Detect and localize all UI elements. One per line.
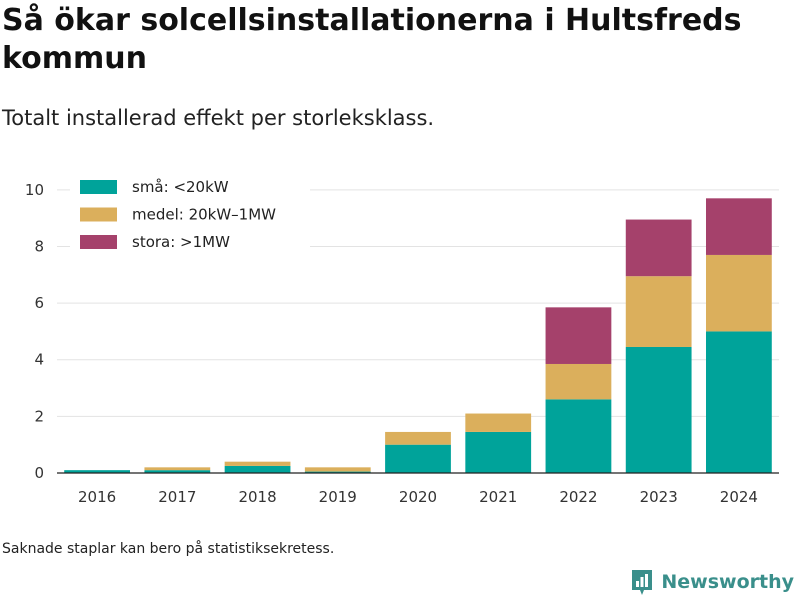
bar-segment-1 (625, 346, 692, 473)
bar-segment-2 (465, 413, 532, 432)
bars (64, 198, 772, 473)
x-tick-label: 2019 (319, 488, 357, 506)
x-tick-label: 2021 (479, 488, 517, 506)
chart-subtitle: Totalt installerad effekt per storlekskl… (2, 106, 435, 130)
bar-segment-1 (64, 470, 131, 473)
chart-title: Så ökar solcellsinstallationerna i Hults… (2, 3, 742, 76)
x-tick-label: 2024 (720, 488, 758, 506)
bar-segment-3 (545, 307, 612, 364)
y-tick-label: 0 (34, 464, 44, 482)
newsworthy-logo-icon (632, 570, 653, 595)
y-tick-label: 2 (34, 407, 44, 425)
x-tick-label: 2022 (559, 488, 597, 506)
bar-segment-1 (545, 399, 612, 473)
brand-name: Newsworthy (661, 571, 794, 593)
bar-segment-1 (385, 444, 451, 473)
bar-segment-1 (304, 471, 371, 473)
brand-logo: Newsworthy (630, 568, 794, 596)
bar-segment-2 (625, 276, 692, 347)
bar-segment-1 (705, 331, 772, 473)
legend-label-1: små: <20kW (132, 178, 229, 196)
legend-swatch-2 (80, 207, 117, 222)
bar-segment-1 (144, 470, 211, 473)
bar-segment-2 (304, 467, 371, 472)
bar-segment-1 (465, 431, 532, 473)
legend-swatch-1 (80, 180, 117, 194)
bar-segment-2 (385, 431, 451, 445)
legend: små: <20kW medel: 20kW–1MW stora: >1MW (70, 174, 310, 254)
y-tick-label: 10 (25, 181, 44, 199)
stacked-bar-chart: 0 2 4 6 8 10 2016 2017 2018 2019 2020 2021 2022 2023 2… (25, 174, 779, 506)
bar-segment-2 (224, 461, 291, 466)
y-tick-label: 4 (34, 351, 44, 369)
legend-swatch-3 (80, 235, 117, 249)
x-tick-label: 2018 (238, 488, 276, 506)
bar-segment-3 (705, 198, 772, 255)
x-tick-label: 2017 (158, 488, 196, 506)
bar-segment-1 (224, 465, 291, 473)
x-tick-label: 2023 (640, 488, 678, 506)
y-tick-label: 8 (34, 237, 44, 255)
legend-label-2: medel: 20kW–1MW (132, 206, 276, 224)
bar-segment-2 (705, 254, 772, 332)
bar-segment-2 (144, 467, 211, 471)
y-tick-label: 6 (34, 294, 44, 312)
bar-segment-2 (545, 363, 612, 400)
bar-segment-3 (625, 219, 692, 277)
x-tick-label: 2016 (78, 488, 116, 506)
legend-label-3: stora: >1MW (132, 233, 230, 251)
footnote: Saknade staplar kan bero på statistiksek… (2, 541, 335, 557)
x-tick-label: 2020 (399, 488, 437, 506)
axes: 0 2 4 6 8 10 2016 2017 2018 2019 2020 2021 2022 2023 2… (25, 181, 779, 506)
